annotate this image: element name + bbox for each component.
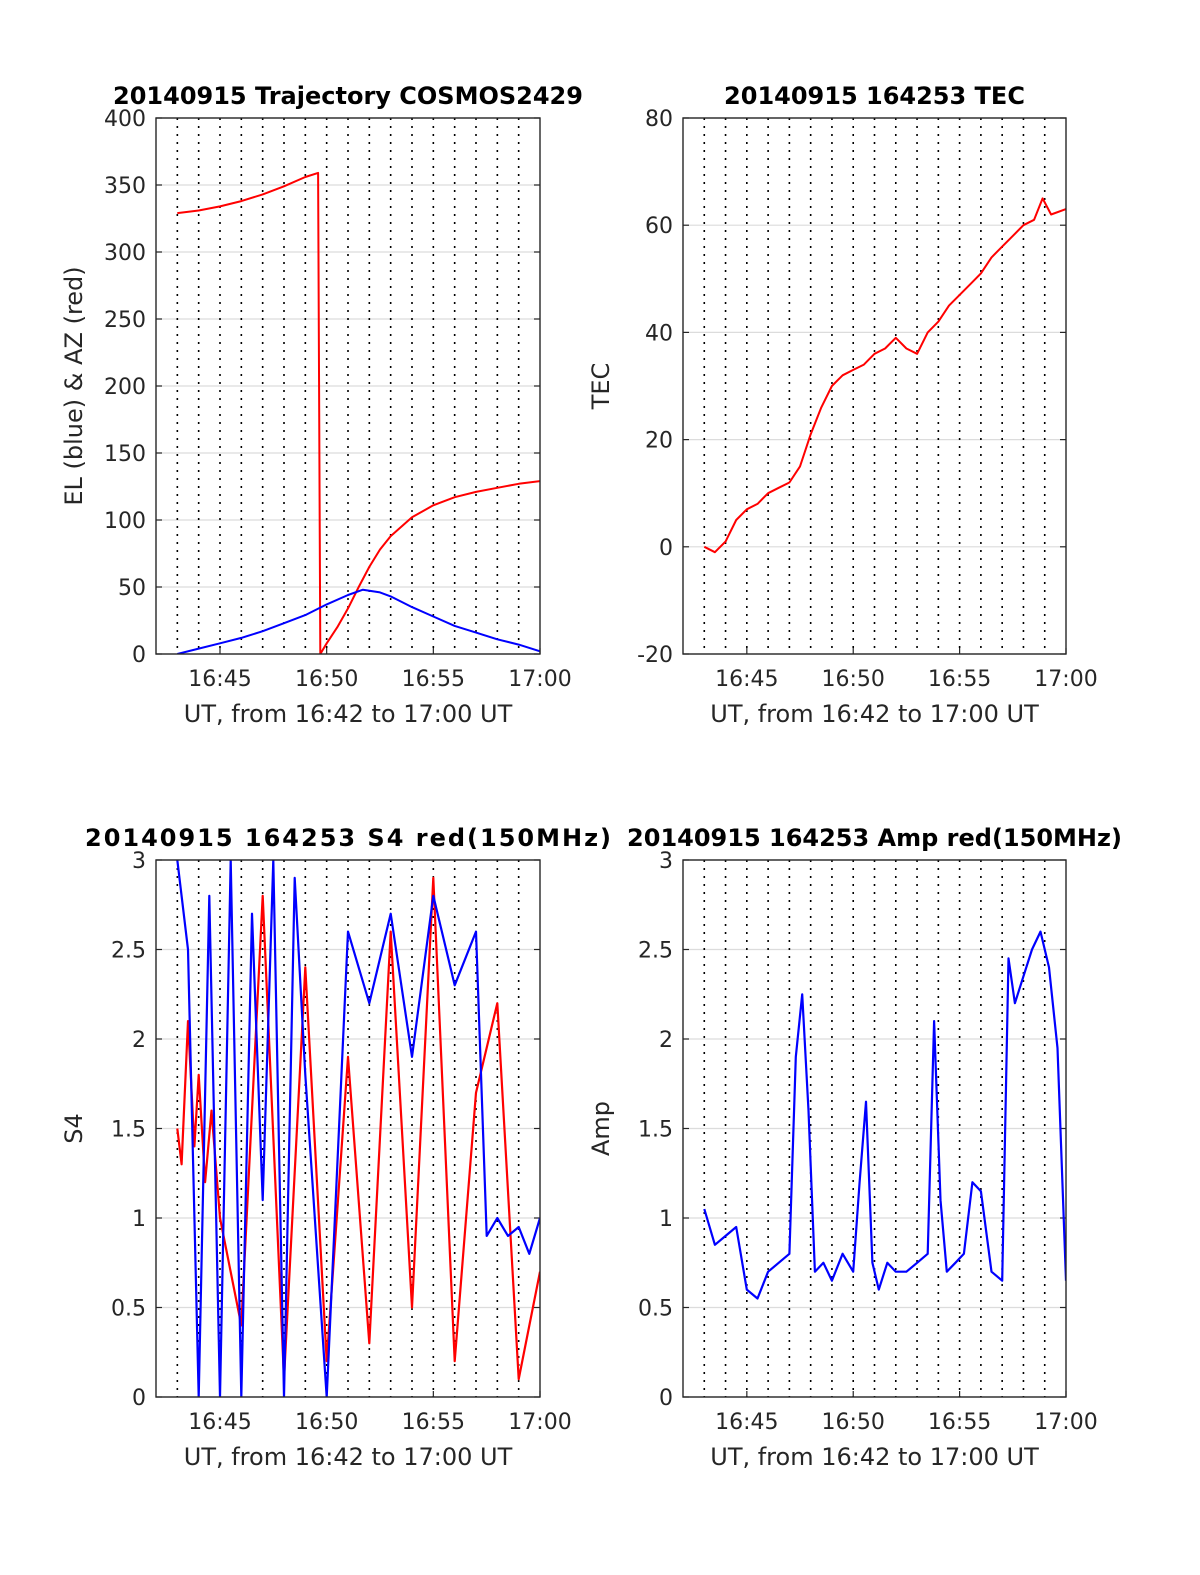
s4-plot: 20140915 164253 S4 red(150MHz) UT, from … [60, 824, 611, 1471]
axes-frame [682, 117, 1067, 655]
plot-title: 20140915 164253 Amp red(150MHz) [627, 824, 1122, 852]
y-tick-label: 1 [132, 1207, 146, 1232]
x-tick-label: 16:55 [928, 667, 991, 692]
y-tick-label: 200 [104, 375, 146, 400]
y-axis-label: Amp [587, 1101, 615, 1156]
x-tick-label: 17:00 [508, 667, 571, 692]
series-line-0 [177, 171, 540, 654]
y-tick-label: 1.5 [638, 1118, 673, 1143]
x-tick-label: 16:55 [402, 667, 465, 692]
y-tick-label: 3 [659, 849, 673, 874]
y-tick-label: 2.5 [638, 939, 673, 964]
series-line-0 [703, 197, 1066, 554]
x-axis-label: UT, from 16:42 to 17:00 UT [710, 1443, 1039, 1471]
series-line-1 [177, 588, 540, 654]
y-tick-label: 0 [659, 1386, 673, 1411]
axes-frame [155, 117, 541, 655]
series-line-0 [176, 876, 540, 1381]
x-tick-label: 17:00 [1034, 667, 1097, 692]
y-tick-label: 0 [132, 1386, 146, 1411]
x-tick-label: 17:00 [1034, 1410, 1097, 1435]
x-tick-label: 16:45 [188, 1410, 251, 1435]
x-tick-label: 16:55 [928, 1410, 991, 1435]
y-tick-label: 250 [104, 308, 146, 333]
y-axis-label: TEC [587, 363, 615, 411]
y-tick-label: 400 [104, 107, 146, 132]
series-line-0 [703, 930, 1066, 1300]
y-tick-label: 60 [645, 214, 673, 239]
axes-frame [682, 859, 1067, 1398]
y-tick-label: 0.5 [638, 1297, 673, 1322]
x-tick-label: 16:45 [188, 667, 251, 692]
y-axis-label: EL (blue) & AZ (red) [60, 266, 88, 505]
y-tick-label: 0.5 [111, 1297, 146, 1322]
y-tick-label: 50 [118, 576, 146, 601]
x-axis-label: UT, from 16:42 to 17:00 UT [184, 1443, 513, 1471]
x-axis-label: UT, from 16:42 to 17:00 UT [184, 700, 513, 728]
series-line-1 [176, 860, 540, 1397]
y-tick-label: 300 [104, 241, 146, 266]
y-tick-label: 1 [659, 1207, 673, 1232]
y-tick-label: 2 [132, 1028, 146, 1053]
trajectory-plot: 20140915 Trajectory COSMOS2429 UT, from … [60, 82, 583, 728]
axes-frame [155, 859, 541, 1398]
plot-title: 20140915 164253 TEC [724, 82, 1025, 110]
y-tick-label: 80 [645, 107, 673, 132]
y-tick-label: 3 [132, 849, 146, 874]
y-tick-label: 1.5 [111, 1118, 146, 1143]
y-axis-label: S4 [60, 1113, 88, 1144]
x-tick-label: 16:45 [715, 667, 778, 692]
x-axis-label: UT, from 16:42 to 17:00 UT [710, 700, 1039, 728]
amp-plot: 20140915 164253 Amp red(150MHz) UT, from… [587, 824, 1122, 1471]
y-tick-label: 0 [659, 536, 673, 561]
plot-title: 20140915 Trajectory COSMOS2429 [113, 82, 583, 110]
y-tick-label: 100 [104, 509, 146, 534]
y-tick-label: 0 [132, 643, 146, 668]
y-tick-label: 2.5 [111, 939, 146, 964]
x-tick-label: 16:45 [715, 1410, 778, 1435]
x-tick-label: 16:50 [295, 667, 358, 692]
x-tick-label: 16:50 [822, 1410, 885, 1435]
x-tick-label: 17:00 [508, 1410, 571, 1435]
y-tick-label: 40 [645, 321, 673, 346]
tec-plot: 20140915 164253 TEC UT, from 16:42 to 17… [587, 82, 1098, 728]
x-tick-label: 16:50 [295, 1410, 358, 1435]
x-tick-label: 16:50 [822, 667, 885, 692]
x-tick-label: 16:55 [402, 1410, 465, 1435]
y-tick-label: 20 [645, 429, 673, 454]
y-tick-label: 2 [659, 1028, 673, 1053]
plot-title: 20140915 164253 S4 red(150MHz) [85, 824, 611, 852]
y-tick-label: 350 [104, 174, 146, 199]
y-tick-label: -20 [637, 643, 673, 668]
y-tick-label: 150 [104, 442, 146, 467]
